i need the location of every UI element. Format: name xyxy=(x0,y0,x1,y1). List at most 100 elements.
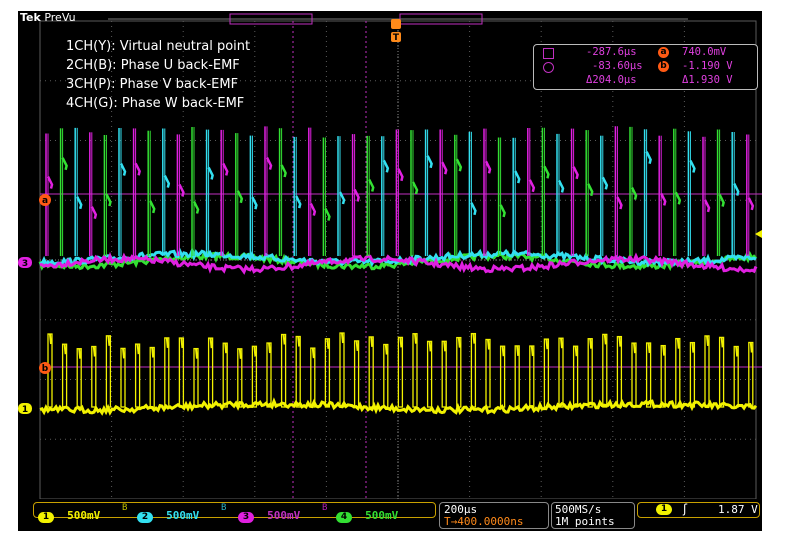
ch4-chip: 4 xyxy=(336,512,352,523)
cursor-a-marker[interactable]: a xyxy=(39,194,51,206)
pulse-spike xyxy=(630,187,638,200)
pulse-spike xyxy=(309,203,317,216)
pulse-spike xyxy=(192,200,200,214)
neutral-pulse-tip xyxy=(676,338,680,349)
neutral-pulse-tip xyxy=(560,338,563,349)
pulse-spike xyxy=(134,162,141,176)
ch1-scale-value: 500mV xyxy=(67,509,101,522)
pulse-spike xyxy=(470,202,477,216)
timebase-scale: 200µs xyxy=(444,503,478,516)
trigger-level: 1.87 V xyxy=(718,503,758,516)
neutral-pulse xyxy=(616,335,623,408)
neutral-pulse-tip xyxy=(63,344,67,355)
pulse-spike xyxy=(645,151,652,165)
ch3-ground-marker[interactable]: 3 xyxy=(18,257,32,269)
neutral-pulse-tip xyxy=(749,342,753,353)
neutral-pulse-tip xyxy=(589,338,593,349)
pulse-spike xyxy=(514,170,521,184)
neutral-pulse-tip xyxy=(92,346,96,357)
cursor-time-delta: Δ204.0µs xyxy=(586,74,637,86)
ch3-scale[interactable]: 3 500mV xyxy=(238,504,300,523)
svg-text:b: b xyxy=(42,364,49,374)
pulse-spike xyxy=(149,200,156,214)
pulse-spike xyxy=(382,159,390,173)
pulse-spike xyxy=(207,166,214,180)
neutral-pulse xyxy=(704,335,710,408)
neutral-pulse xyxy=(485,338,491,408)
neutral-pulse xyxy=(339,332,345,408)
legend-line-3: 3CH(P): Phase V back-EMF xyxy=(66,77,239,92)
ch1-scale[interactable]: 1 500mV xyxy=(38,504,100,523)
svg-text:a: a xyxy=(42,196,48,206)
ch1-ground-marker[interactable]: 1 xyxy=(18,403,32,415)
ch3-baseline xyxy=(39,251,758,275)
trigger-source-chip: 1 xyxy=(656,504,672,515)
pulse-spike xyxy=(280,164,287,178)
pulse-spike xyxy=(251,196,258,210)
neutral-pulse-tip xyxy=(633,343,636,354)
waveform-screen: T a b 3 1 xyxy=(18,13,762,500)
acquisition-panel[interactable]: 500MS/s 1M points xyxy=(551,502,635,529)
bw-limit-icon-3: B xyxy=(322,503,328,513)
trigger-level-arrow[interactable] xyxy=(755,230,762,238)
neutral-pulse-tip xyxy=(603,334,607,345)
ch4-scale-value: 500mV xyxy=(365,509,399,522)
pulse-spike xyxy=(441,161,448,175)
neutral-pulse xyxy=(558,337,564,408)
pulse-spike xyxy=(484,160,492,174)
ch2-scale[interactable]: 2 500mV xyxy=(137,504,199,523)
timebase-panel[interactable]: 200µs T→400.0000ns xyxy=(439,502,549,529)
neutral-pulse-tip xyxy=(297,336,301,347)
neutral-pulse-tip xyxy=(516,345,520,356)
ch1-chip: 1 xyxy=(38,512,54,523)
bw-limit-icon-2: B xyxy=(221,503,227,513)
neutral-pulse xyxy=(178,337,185,408)
neutral-pulse xyxy=(470,332,477,408)
ch4-scale[interactable]: 4 500mV xyxy=(336,504,398,523)
ch3-chip: 3 xyxy=(238,512,254,523)
neutral-pulse-tip xyxy=(706,335,709,346)
neutral-pulse xyxy=(412,333,418,408)
neutral-pulse-tip xyxy=(735,346,739,357)
legend-line-2: 2CH(B): Phase U back-EMF xyxy=(66,58,240,73)
pulse-spike xyxy=(616,196,623,210)
neutral-pulse xyxy=(456,336,462,408)
pulse-spike xyxy=(543,165,550,179)
svg-text:T: T xyxy=(393,33,400,43)
neutral-pulse xyxy=(207,337,214,408)
pulse-spike xyxy=(119,163,127,176)
trigger-panel[interactable]: 1 ʃ 1.87 V xyxy=(637,502,760,518)
neutral-pulse-tip xyxy=(136,344,140,355)
pulse-spike xyxy=(368,178,375,192)
cursor-b-circle-icon xyxy=(543,62,554,73)
pulse-spike xyxy=(76,196,83,210)
neutral-pulse-tip xyxy=(647,342,651,354)
neutral-pulse-tip xyxy=(530,345,534,357)
trigger-position-marker[interactable]: T xyxy=(391,19,401,43)
pulse-spike xyxy=(718,194,725,207)
pulse-spike xyxy=(703,199,711,213)
pulse-spike xyxy=(324,208,331,221)
neutral-pulse-tip xyxy=(268,342,271,354)
bw-limit-icon: B xyxy=(122,503,128,513)
neutral-pulse xyxy=(718,336,725,408)
pulse-spike xyxy=(455,158,463,172)
neutral-pulse-tip xyxy=(501,346,505,357)
neutral-pulse xyxy=(295,335,301,408)
pulse-spike xyxy=(61,157,68,171)
neutral-pulse-tip xyxy=(253,346,257,357)
neutral-pulse-tip xyxy=(618,336,622,347)
neutral-pulse xyxy=(324,338,331,408)
neutral-pulse-tip xyxy=(311,348,315,359)
neutral-pulse-tip xyxy=(151,347,155,358)
channel-scale-panel: 1 500mV B 2 500mV B 3 500mV B 4 500mV xyxy=(33,502,436,523)
pulse-spike xyxy=(660,192,667,206)
neutral-pulse-tip xyxy=(238,348,242,359)
neutral-pulse-tip xyxy=(209,338,213,349)
neutral-pulse-tip xyxy=(691,342,695,353)
mode-label: PreVu xyxy=(44,11,76,24)
cursor-b-marker[interactable]: b xyxy=(39,362,51,374)
neutral-pulse-tip xyxy=(457,337,461,348)
ch2-chip: 2 xyxy=(137,512,153,523)
neutral-pulse-tip xyxy=(282,334,286,345)
